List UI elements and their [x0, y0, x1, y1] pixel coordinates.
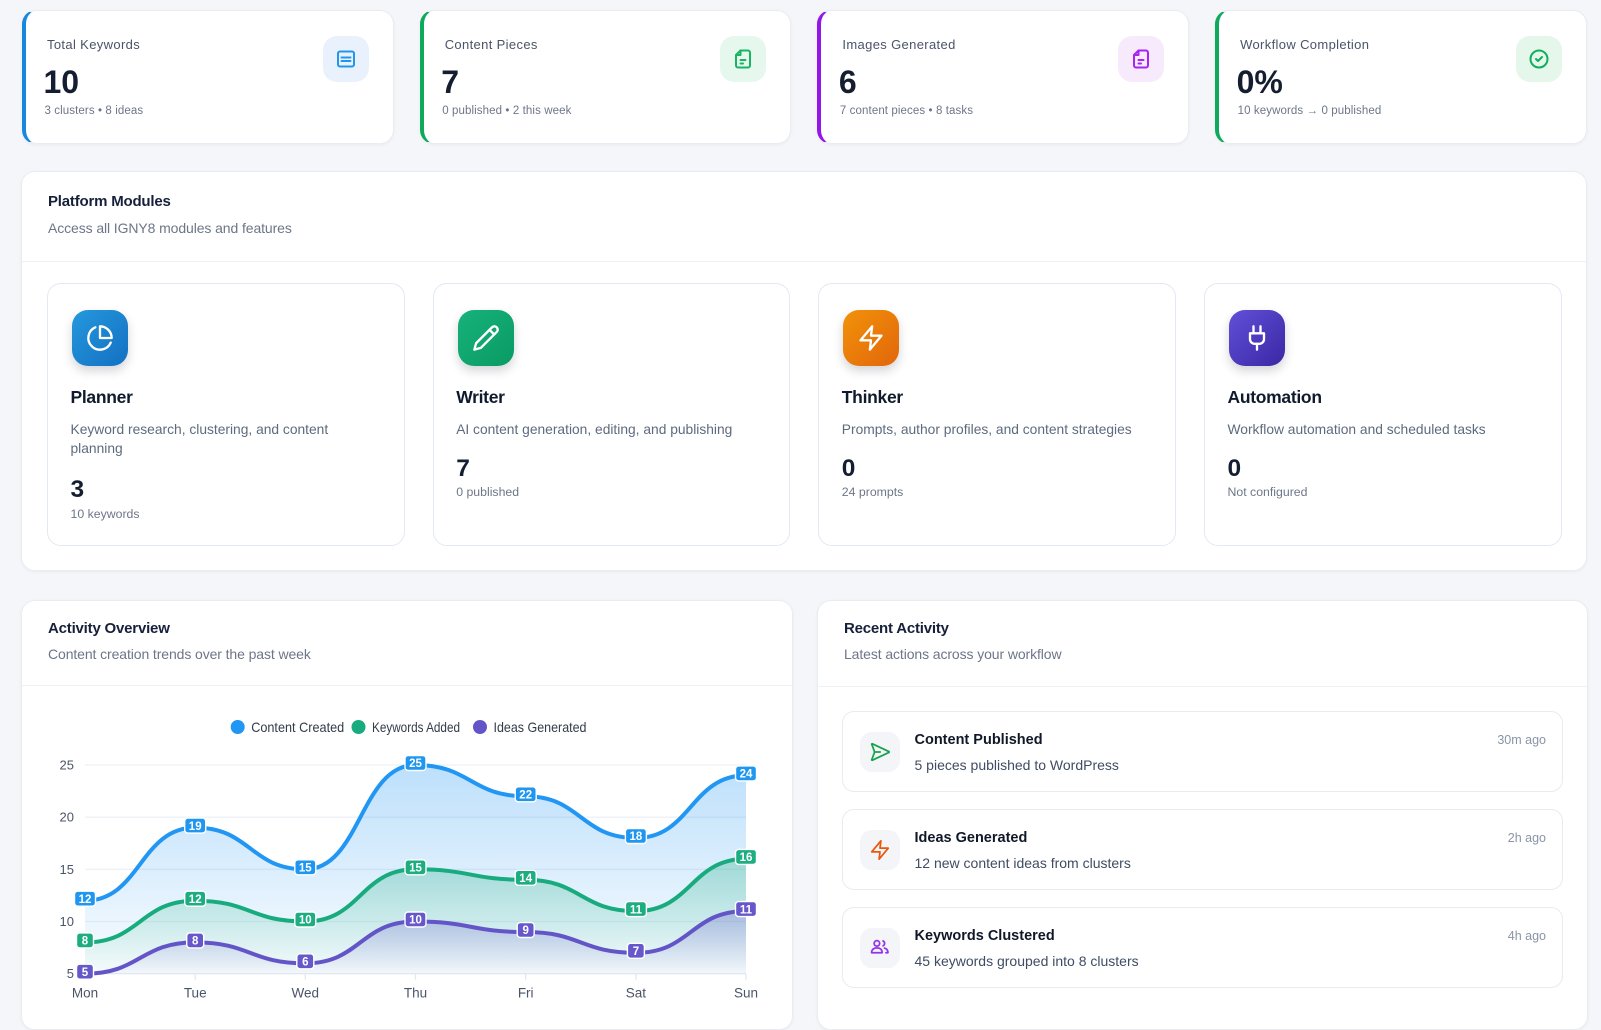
svg-text:Fri: Fri: [518, 986, 534, 1001]
svg-text:Sat: Sat: [626, 986, 647, 1001]
svg-text:22: 22: [519, 790, 532, 802]
svg-text:Wed: Wed: [292, 986, 320, 1001]
svg-text:Ideas Generated: Ideas Generated: [494, 720, 587, 735]
svg-text:18: 18: [630, 831, 643, 843]
svg-text:10: 10: [409, 915, 422, 927]
svg-text:12: 12: [79, 894, 92, 906]
svg-text:5: 5: [67, 966, 74, 981]
svg-text:15: 15: [60, 862, 74, 877]
svg-text:Mon: Mon: [72, 986, 98, 1001]
svg-text:8: 8: [82, 936, 89, 948]
svg-text:9: 9: [522, 925, 528, 937]
svg-text:Content Created: Content Created: [251, 720, 344, 735]
svg-text:7: 7: [633, 946, 639, 958]
svg-text:15: 15: [409, 863, 422, 875]
svg-text:8: 8: [192, 936, 199, 948]
svg-text:Tue: Tue: [184, 986, 207, 1001]
svg-text:25: 25: [60, 758, 74, 773]
svg-text:Keywords Added: Keywords Added: [372, 720, 460, 735]
svg-text:10: 10: [299, 915, 312, 927]
svg-text:19: 19: [189, 821, 202, 833]
svg-text:24: 24: [740, 769, 753, 781]
svg-text:6: 6: [302, 957, 308, 969]
svg-text:25: 25: [409, 758, 422, 770]
svg-text:12: 12: [189, 894, 202, 906]
svg-text:Thu: Thu: [404, 986, 427, 1001]
svg-text:20: 20: [60, 810, 74, 825]
svg-text:16: 16: [740, 852, 753, 864]
svg-text:5: 5: [82, 967, 89, 979]
svg-text:14: 14: [519, 873, 532, 885]
svg-text:15: 15: [299, 863, 312, 875]
svg-text:11: 11: [740, 904, 753, 916]
svg-text:Sun: Sun: [734, 986, 758, 1001]
svg-text:11: 11: [630, 904, 643, 916]
svg-text:10: 10: [60, 914, 74, 929]
